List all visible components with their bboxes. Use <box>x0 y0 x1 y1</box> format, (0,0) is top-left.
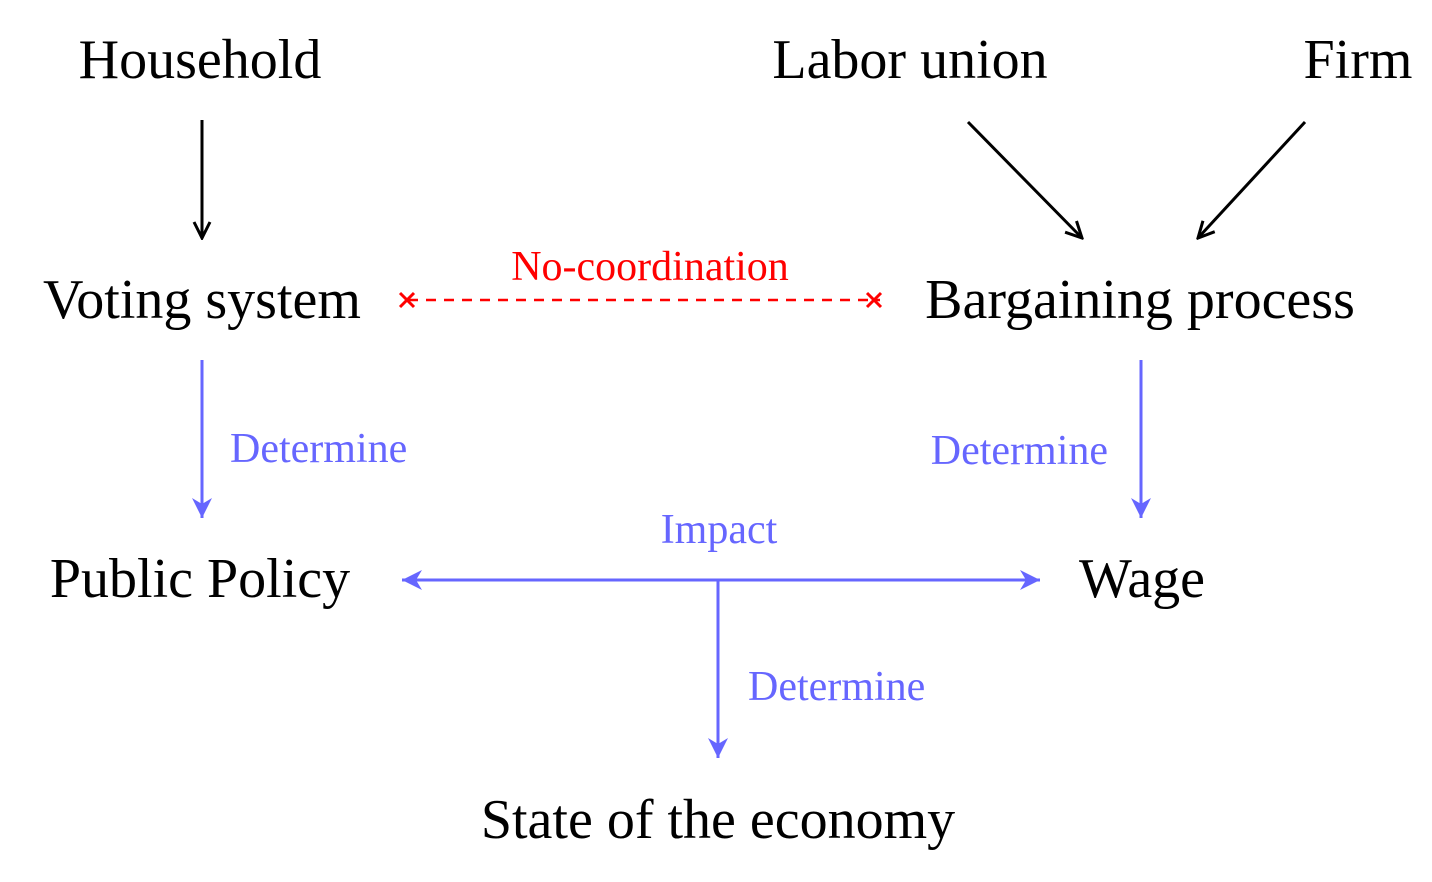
label-impact: Impact <box>661 507 778 553</box>
node-firm: Firm <box>1304 29 1413 91</box>
arrow-union-to-bargaining <box>966 120 1082 238</box>
node-public-policy: Public Policy <box>50 548 350 610</box>
arrow-firm-to-bargaining <box>1198 120 1307 238</box>
x-mark-right-icon <box>865 291 883 309</box>
node-household: Household <box>79 29 322 91</box>
node-voting-system: Voting system <box>43 269 361 331</box>
node-wage: Wage <box>1079 548 1205 610</box>
label-determine-economy: Determine <box>748 664 925 710</box>
label-determine-wage: Determine <box>931 428 1108 474</box>
node-labor-union: Labor union <box>772 29 1047 91</box>
x-mark-left-icon <box>398 291 416 309</box>
node-bargaining-process: Bargaining process <box>925 269 1355 331</box>
label-determine-policy: Determine <box>230 426 407 472</box>
node-state-of-economy: State of the economy <box>481 789 955 851</box>
label-no-coordination: No-coordination <box>511 244 789 290</box>
